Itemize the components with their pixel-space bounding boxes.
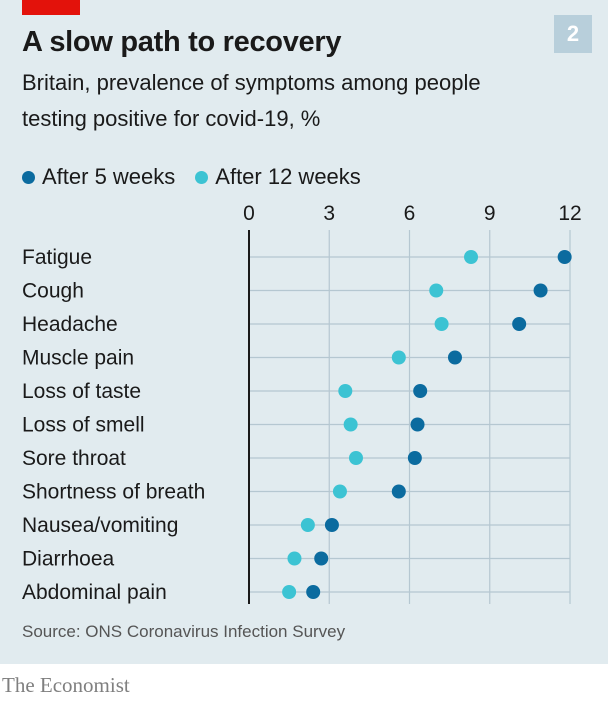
data-point-12-weeks: [391, 350, 406, 365]
data-point-12-weeks: [338, 384, 353, 398]
data-point-12-weeks: [332, 484, 347, 499]
data-point-12-weeks: [282, 585, 297, 599]
category-label: Sore throat: [22, 447, 126, 470]
x-tick-label: 6: [404, 202, 416, 225]
brand-red-tag: [22, 0, 80, 15]
x-tick-label: 9: [484, 202, 496, 225]
data-point-5-weeks: [314, 551, 329, 566]
chart-legend: After 5 weeks After 12 weeks: [22, 163, 381, 191]
brand-logo-text: The Economist: [2, 673, 130, 697]
chart-subtitle-line-2: testing positive for covid-19, %: [22, 106, 321, 131]
chart-panel: [0, 0, 608, 664]
data-point-5-weeks: [447, 350, 462, 365]
x-tick-label: 3: [323, 202, 335, 225]
chart-number-badge: 2: [554, 15, 592, 53]
category-label: Abdominal pain: [22, 581, 167, 604]
data-point-5-weeks: [324, 518, 339, 532]
legend-dot-12-weeks: [195, 170, 209, 184]
category-label: Nausea/vomiting: [22, 514, 178, 537]
category-label: Fatigue: [22, 246, 92, 269]
legend-label-5-weeks: After 5 weeks: [42, 164, 176, 189]
chart-subtitle-line-1: Britain, prevalence of symptoms among pe…: [22, 70, 481, 95]
category-label: Shortness of breath: [22, 481, 205, 504]
data-point-5-weeks: [512, 317, 527, 331]
category-label: Muscle pain: [22, 347, 134, 370]
x-tick-label: 0: [243, 202, 255, 225]
dot-plot: 0 3 6 9 12 Fatigue Cough Headache Muscle pain Los…: [22, 202, 582, 604]
data-point-5-weeks: [533, 283, 548, 298]
data-point-12-weeks: [464, 250, 479, 264]
chart-title: A slow path to recovery: [22, 26, 342, 58]
data-point-12-weeks: [349, 451, 363, 465]
data-point-12-weeks: [287, 551, 302, 566]
legend-item-5-weeks: After 5 weeks: [22, 164, 175, 190]
category-label: Loss of taste: [22, 380, 141, 403]
data-point-12-weeks: [343, 417, 358, 432]
source-note: Source: ONS Coronavirus Infection Survey: [22, 622, 346, 641]
category-label: Loss of smell: [22, 414, 145, 437]
x-tick-label: 12: [558, 202, 581, 225]
data-point-12-weeks: [434, 317, 449, 331]
data-point-12-weeks: [300, 518, 315, 532]
data-point-5-weeks: [407, 451, 422, 465]
data-point-5-weeks: [410, 417, 425, 432]
data-point-12-weeks: [429, 283, 444, 298]
legend-dot-5-weeks: [22, 170, 35, 184]
category-label: Headache: [22, 313, 118, 336]
category-label: Diarrhoea: [22, 548, 115, 571]
data-point-5-weeks: [391, 484, 406, 499]
data-point-5-weeks: [413, 384, 428, 398]
legend-item-12-weeks: After 12 weeks: [195, 164, 361, 190]
data-point-5-weeks: [306, 585, 321, 599]
legend-label-12-weeks: After 12 weeks: [215, 164, 361, 189]
data-point-5-weeks: [557, 250, 572, 264]
category-label: Cough: [22, 280, 84, 303]
